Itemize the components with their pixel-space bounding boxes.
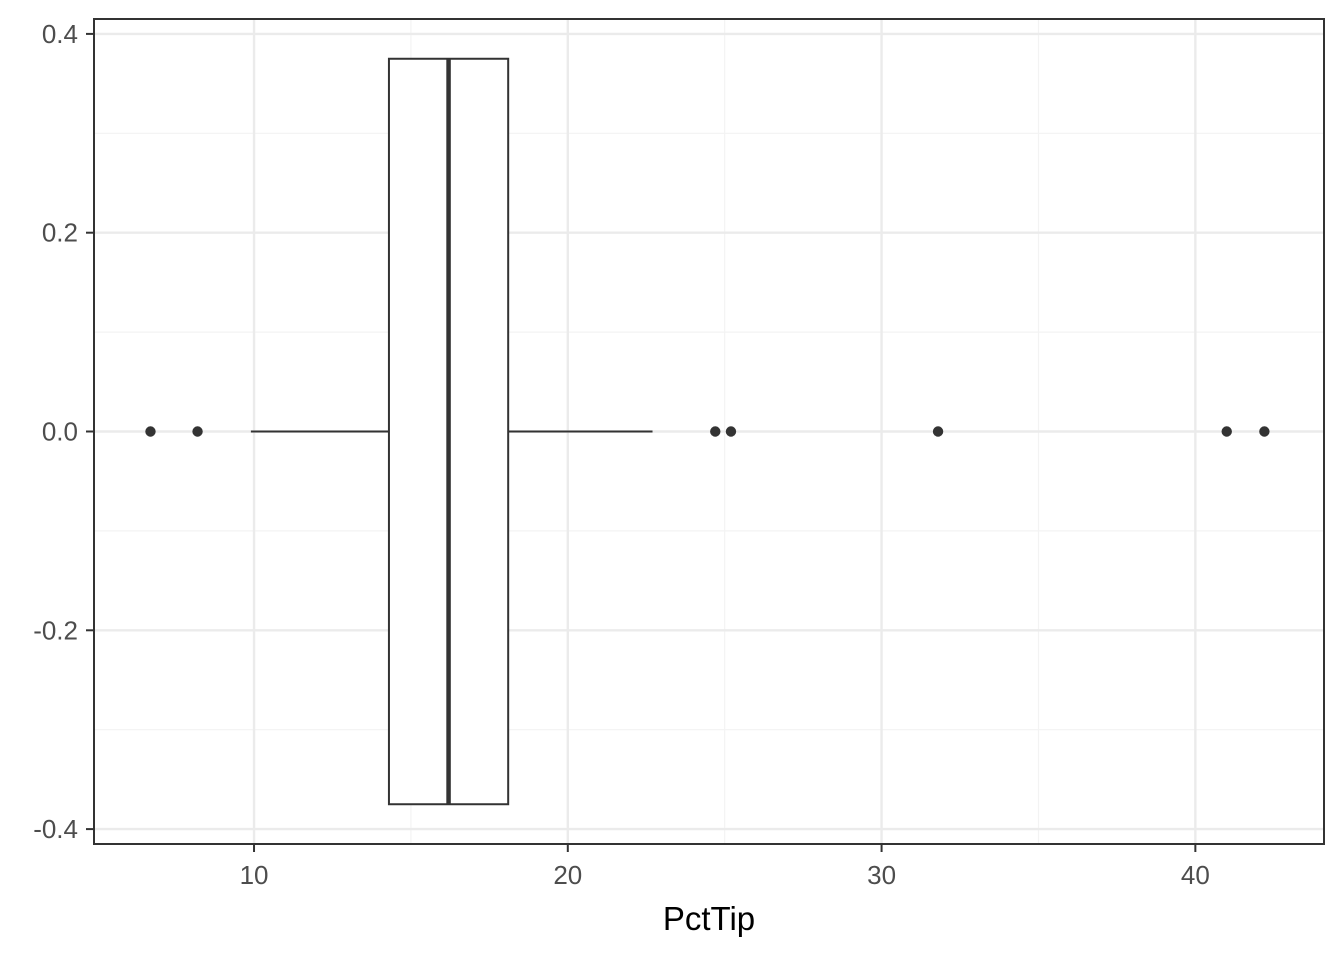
boxplot (250, 57, 653, 806)
x-tick-label: 40 (1181, 860, 1210, 890)
axes: 10 20 30 40 0.4 0.2 0.0 -0.2 -0.4 (33, 19, 1210, 890)
x-axis-title: PctTip (663, 900, 755, 937)
y-tick-label: 0.0 (42, 417, 78, 447)
outlier-point (1259, 426, 1270, 437)
y-tick-label: 0.2 (42, 218, 78, 248)
x-tick-label: 10 (240, 860, 269, 890)
outlier-point (932, 426, 944, 437)
y-tick-label: -0.2 (33, 615, 78, 645)
outlier-point (710, 426, 721, 437)
outlier-point (145, 426, 156, 437)
y-tick-label: 0.4 (42, 19, 78, 49)
outlier-point (725, 426, 737, 437)
y-tick-label: -0.4 (33, 814, 78, 844)
x-tick-label: 20 (553, 860, 582, 890)
outlier-point (192, 426, 203, 437)
outlier-point (1221, 426, 1232, 437)
outliers (145, 426, 1270, 437)
x-tick-label: 30 (867, 860, 896, 890)
